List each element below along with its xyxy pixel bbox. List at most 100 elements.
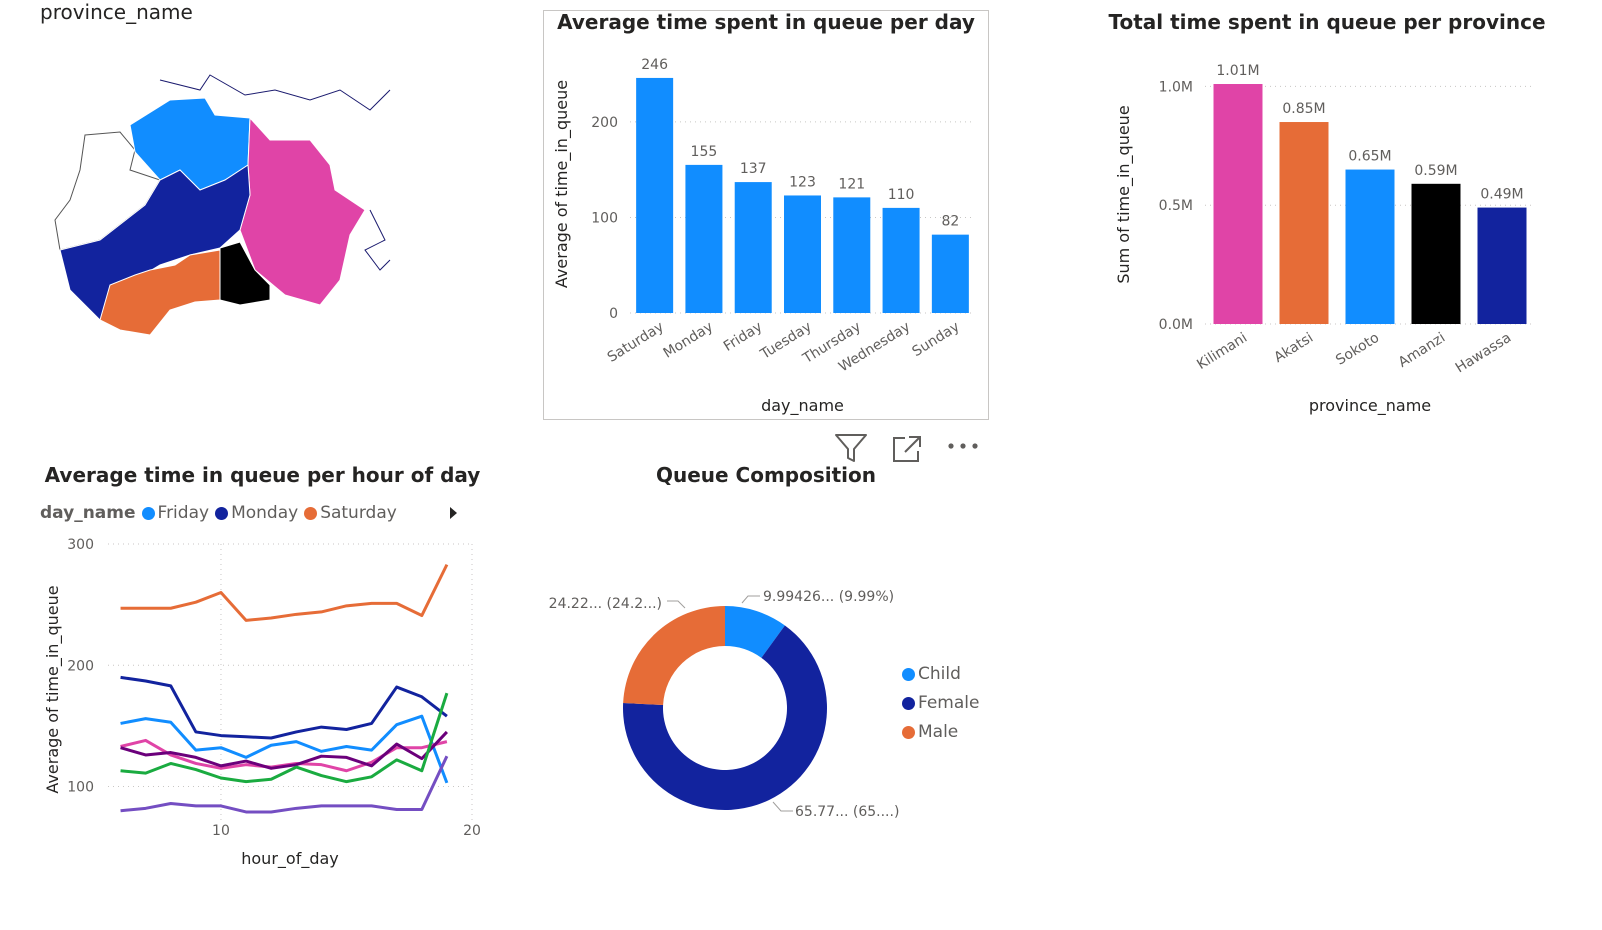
data-label: 155 bbox=[691, 144, 718, 160]
bar-wednesday bbox=[882, 207, 920, 313]
line-series-friday bbox=[120, 714, 449, 784]
data-label: 1.01M bbox=[1216, 63, 1259, 79]
y-tick-label: 0 bbox=[609, 306, 618, 322]
focus-mode-icon[interactable] bbox=[891, 434, 923, 464]
visual-header bbox=[833, 432, 993, 464]
legend-item-child[interactable]: Child bbox=[902, 664, 979, 684]
x-tick-label: 20 bbox=[463, 823, 481, 839]
composition-chart-title: Queue Composition bbox=[655, 463, 877, 487]
donut-slice-male bbox=[623, 606, 725, 705]
legend-marker bbox=[304, 506, 318, 520]
legend-item-friday[interactable]: Friday bbox=[141, 503, 210, 523]
x-tick-label: Kilimani bbox=[1194, 330, 1250, 373]
filter-icon[interactable] bbox=[833, 432, 869, 464]
x-tick-label: Monday bbox=[661, 319, 716, 362]
data-label: 9.99426... (9.99%) bbox=[763, 589, 894, 605]
bar-saturday bbox=[636, 77, 674, 313]
data-label: 65.77... (65....) bbox=[795, 804, 899, 820]
data-label-leader bbox=[772, 801, 793, 812]
avg-hour-legend: day_name Friday Monday Saturday bbox=[40, 503, 397, 523]
line-series-5 bbox=[120, 692, 449, 784]
bar-hawassa bbox=[1477, 207, 1527, 324]
avg-hour-chart: 100 200 300 10 20 hour_of_day Average of time_… bbox=[43, 537, 481, 869]
avg-day-chart-title: Average time spent in queue per day bbox=[557, 10, 975, 34]
bar-tuesday bbox=[784, 195, 821, 313]
avg-hour-chart-title: Average time in queue per hour of day bbox=[44, 463, 481, 487]
x-axis-title: hour_of_day bbox=[241, 849, 339, 869]
map-border-line bbox=[159, 74, 391, 111]
legend-label: Female bbox=[918, 693, 980, 713]
legend-label: Male bbox=[918, 722, 959, 742]
y-tick-label: 100 bbox=[67, 780, 94, 796]
legend-label: Saturday bbox=[320, 503, 397, 523]
data-label-leader bbox=[667, 600, 686, 609]
legend-label: Monday bbox=[231, 503, 299, 523]
x-tick-label: Akatsi bbox=[1271, 330, 1316, 366]
data-label: 246 bbox=[641, 57, 668, 73]
data-label-leader bbox=[741, 595, 760, 604]
data-label: 121 bbox=[838, 176, 865, 192]
data-label: 123 bbox=[789, 174, 816, 190]
donut-slice-child bbox=[725, 606, 785, 658]
legend-label: Friday bbox=[157, 503, 210, 523]
total-province-chart: 0.0M 0.5M 1.0M 1.01M Kilimani 0.85M Akatsi 0.65… bbox=[1114, 63, 1535, 415]
line-series-4 bbox=[120, 730, 448, 770]
legend-item-female[interactable]: Female bbox=[902, 693, 979, 713]
province-map[interactable] bbox=[40, 70, 400, 350]
bar-amanzi bbox=[1411, 183, 1461, 324]
data-label: 0.65M bbox=[1348, 149, 1391, 165]
bar-sokoto bbox=[1345, 169, 1395, 324]
x-axis-title: day_name bbox=[761, 396, 844, 415]
x-tick-label: Hawassa bbox=[1453, 330, 1514, 377]
data-label: 0.49M bbox=[1480, 187, 1523, 203]
legend-marker bbox=[902, 696, 915, 710]
legend-title: day_name bbox=[40, 503, 136, 523]
line-series-6 bbox=[120, 755, 449, 814]
map-border-line bbox=[364, 209, 391, 271]
bar-sunday bbox=[931, 234, 969, 313]
legend-item-monday[interactable]: Monday bbox=[215, 503, 298, 523]
data-label: 137 bbox=[740, 161, 767, 177]
data-label: 0.85M bbox=[1282, 101, 1325, 117]
data-label: 110 bbox=[888, 187, 915, 203]
x-axis-title: province_name bbox=[1309, 396, 1431, 415]
y-tick-label: 100 bbox=[591, 210, 618, 226]
x-tick-label: Amanzi bbox=[1396, 330, 1448, 371]
legend-marker bbox=[141, 506, 155, 520]
y-tick-label: 0.5M bbox=[1159, 198, 1193, 214]
avg-day-chart-card[interactable] bbox=[543, 10, 989, 420]
legend-item-male[interactable]: Male bbox=[902, 722, 979, 742]
y-axis-title: Average of time_in_queue bbox=[552, 80, 572, 288]
y-axis-title: Sum of time_in_queue bbox=[1114, 105, 1134, 283]
avg-day-chart: 0100200246Saturday155Monday137Friday123T… bbox=[552, 57, 975, 415]
bar-thursday bbox=[833, 197, 871, 313]
map-region-amanzi[interactable] bbox=[219, 241, 271, 306]
x-tick-label: Sunday bbox=[910, 319, 963, 360]
more-options-icon[interactable] bbox=[945, 438, 981, 454]
bar-akatsi bbox=[1279, 122, 1329, 324]
data-label: 24.22... (24.2...) bbox=[549, 596, 662, 612]
x-tick-label: Saturday bbox=[605, 319, 667, 366]
legend-marker bbox=[902, 667, 915, 681]
data-label: 82 bbox=[941, 214, 959, 230]
y-tick-label: 0.0M bbox=[1159, 317, 1193, 333]
map-title: province_name bbox=[40, 0, 193, 24]
y-tick-label: 300 bbox=[67, 537, 94, 553]
y-axis-title: Average of time_in_queue bbox=[43, 585, 63, 793]
bar-monday bbox=[685, 164, 723, 313]
total-province-chart-title: Total time spent in queue per province bbox=[1108, 10, 1546, 34]
y-tick-label: 200 bbox=[591, 115, 618, 131]
legend-next-arrow-icon[interactable] bbox=[447, 505, 459, 521]
y-tick-label: 200 bbox=[67, 658, 94, 674]
line-series-monday bbox=[120, 675, 448, 740]
y-tick-label: 1.0M bbox=[1159, 79, 1193, 95]
legend-label: Child bbox=[918, 664, 961, 684]
line-series-saturday bbox=[120, 563, 449, 622]
legend-marker bbox=[902, 725, 915, 739]
x-tick-label: 10 bbox=[212, 823, 230, 839]
legend-marker bbox=[215, 506, 229, 520]
donut-slice-female bbox=[623, 625, 827, 810]
x-tick-label: Sokoto bbox=[1333, 330, 1382, 369]
composition-chart: 9.99426... (9.99%) 65.77... (65....) 24.22… bbox=[549, 589, 900, 820]
legend-item-saturday[interactable]: Saturday bbox=[304, 503, 397, 523]
